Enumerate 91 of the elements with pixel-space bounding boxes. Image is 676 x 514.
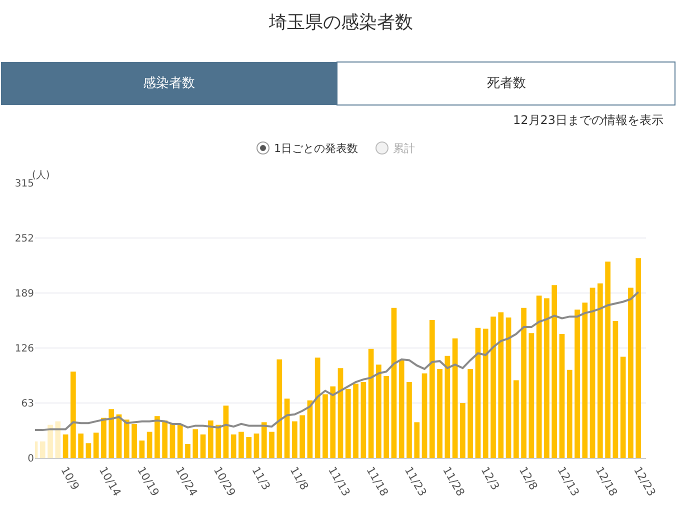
bar bbox=[55, 421, 61, 458]
bar bbox=[490, 316, 496, 458]
bar bbox=[269, 432, 274, 458]
bar bbox=[200, 434, 206, 458]
bar bbox=[162, 420, 168, 458]
bar bbox=[170, 424, 176, 458]
bar bbox=[124, 420, 130, 458]
text: 感染者数 bbox=[143, 76, 195, 91]
bar bbox=[177, 424, 183, 458]
y-tick-label: 315 bbox=[14, 178, 34, 190]
bar bbox=[636, 258, 642, 458]
text: 累計 bbox=[393, 142, 415, 155]
bar bbox=[254, 434, 260, 458]
bar bbox=[506, 317, 512, 458]
bar bbox=[230, 434, 236, 458]
bar bbox=[566, 370, 572, 458]
bar bbox=[330, 386, 336, 458]
bar bbox=[528, 333, 534, 458]
bar bbox=[292, 421, 298, 458]
bar bbox=[444, 356, 450, 458]
bar bbox=[208, 420, 214, 458]
bar bbox=[552, 285, 558, 458]
bar bbox=[398, 360, 404, 458]
bar bbox=[574, 310, 580, 458]
bar bbox=[261, 422, 267, 458]
chart-title: 埼玉県の感染者数 bbox=[268, 12, 413, 33]
y-tick-label: 252 bbox=[14, 234, 34, 244]
bar bbox=[468, 368, 474, 458]
bar bbox=[185, 444, 190, 458]
bar bbox=[360, 382, 366, 458]
bar bbox=[513, 380, 519, 458]
bar bbox=[598, 283, 603, 458]
bar bbox=[475, 328, 481, 458]
bar bbox=[482, 328, 488, 458]
bar bbox=[322, 394, 328, 458]
bar bbox=[276, 359, 282, 458]
bar bbox=[146, 432, 152, 458]
bar bbox=[101, 418, 106, 458]
bar bbox=[108, 409, 114, 458]
bar bbox=[86, 443, 92, 458]
bar bbox=[605, 262, 610, 458]
bar bbox=[345, 389, 351, 458]
bar bbox=[48, 424, 53, 458]
bar bbox=[376, 364, 382, 458]
text: 1日ごとの発表数 bbox=[274, 142, 358, 155]
y-tick-label: 189 bbox=[14, 288, 34, 300]
bar bbox=[406, 382, 412, 458]
y-axis-title: (人) bbox=[32, 170, 50, 181]
y-tick-label: 0 bbox=[28, 454, 34, 464]
bar bbox=[414, 422, 420, 458]
y-tick-label: 63 bbox=[21, 398, 34, 410]
bar bbox=[238, 432, 244, 458]
bar bbox=[582, 302, 588, 458]
bar bbox=[559, 334, 565, 458]
bar bbox=[628, 288, 634, 458]
bar bbox=[300, 415, 305, 458]
bar bbox=[154, 416, 160, 458]
bar bbox=[40, 441, 46, 458]
bar bbox=[70, 372, 76, 458]
bar bbox=[612, 320, 618, 458]
bar bbox=[223, 406, 229, 458]
bar bbox=[93, 432, 99, 458]
bar bbox=[422, 373, 428, 458]
bar bbox=[192, 429, 198, 458]
bar bbox=[338, 368, 344, 458]
text: 12月23日までの情報を表示 bbox=[513, 113, 664, 127]
bar bbox=[536, 296, 542, 458]
y-tick-label: 126 bbox=[14, 344, 34, 354]
bar bbox=[284, 398, 290, 458]
bar bbox=[437, 368, 442, 458]
bar bbox=[132, 424, 137, 458]
bar bbox=[521, 308, 526, 458]
bar bbox=[62, 434, 68, 458]
bar bbox=[216, 424, 221, 458]
bar bbox=[353, 384, 358, 458]
bar bbox=[384, 376, 389, 458]
bar bbox=[314, 358, 320, 458]
bar bbox=[429, 320, 435, 458]
bar bbox=[498, 312, 504, 458]
bar bbox=[368, 348, 374, 458]
bar bbox=[452, 338, 458, 458]
bar bbox=[544, 298, 550, 458]
text: 死者数 bbox=[487, 76, 526, 91]
bar bbox=[620, 356, 626, 458]
bar bbox=[139, 440, 145, 458]
bar bbox=[460, 403, 466, 458]
bar bbox=[246, 437, 252, 458]
line-series bbox=[35, 291, 640, 432]
bar bbox=[391, 308, 397, 458]
bar bbox=[78, 434, 84, 458]
bar bbox=[590, 288, 596, 458]
